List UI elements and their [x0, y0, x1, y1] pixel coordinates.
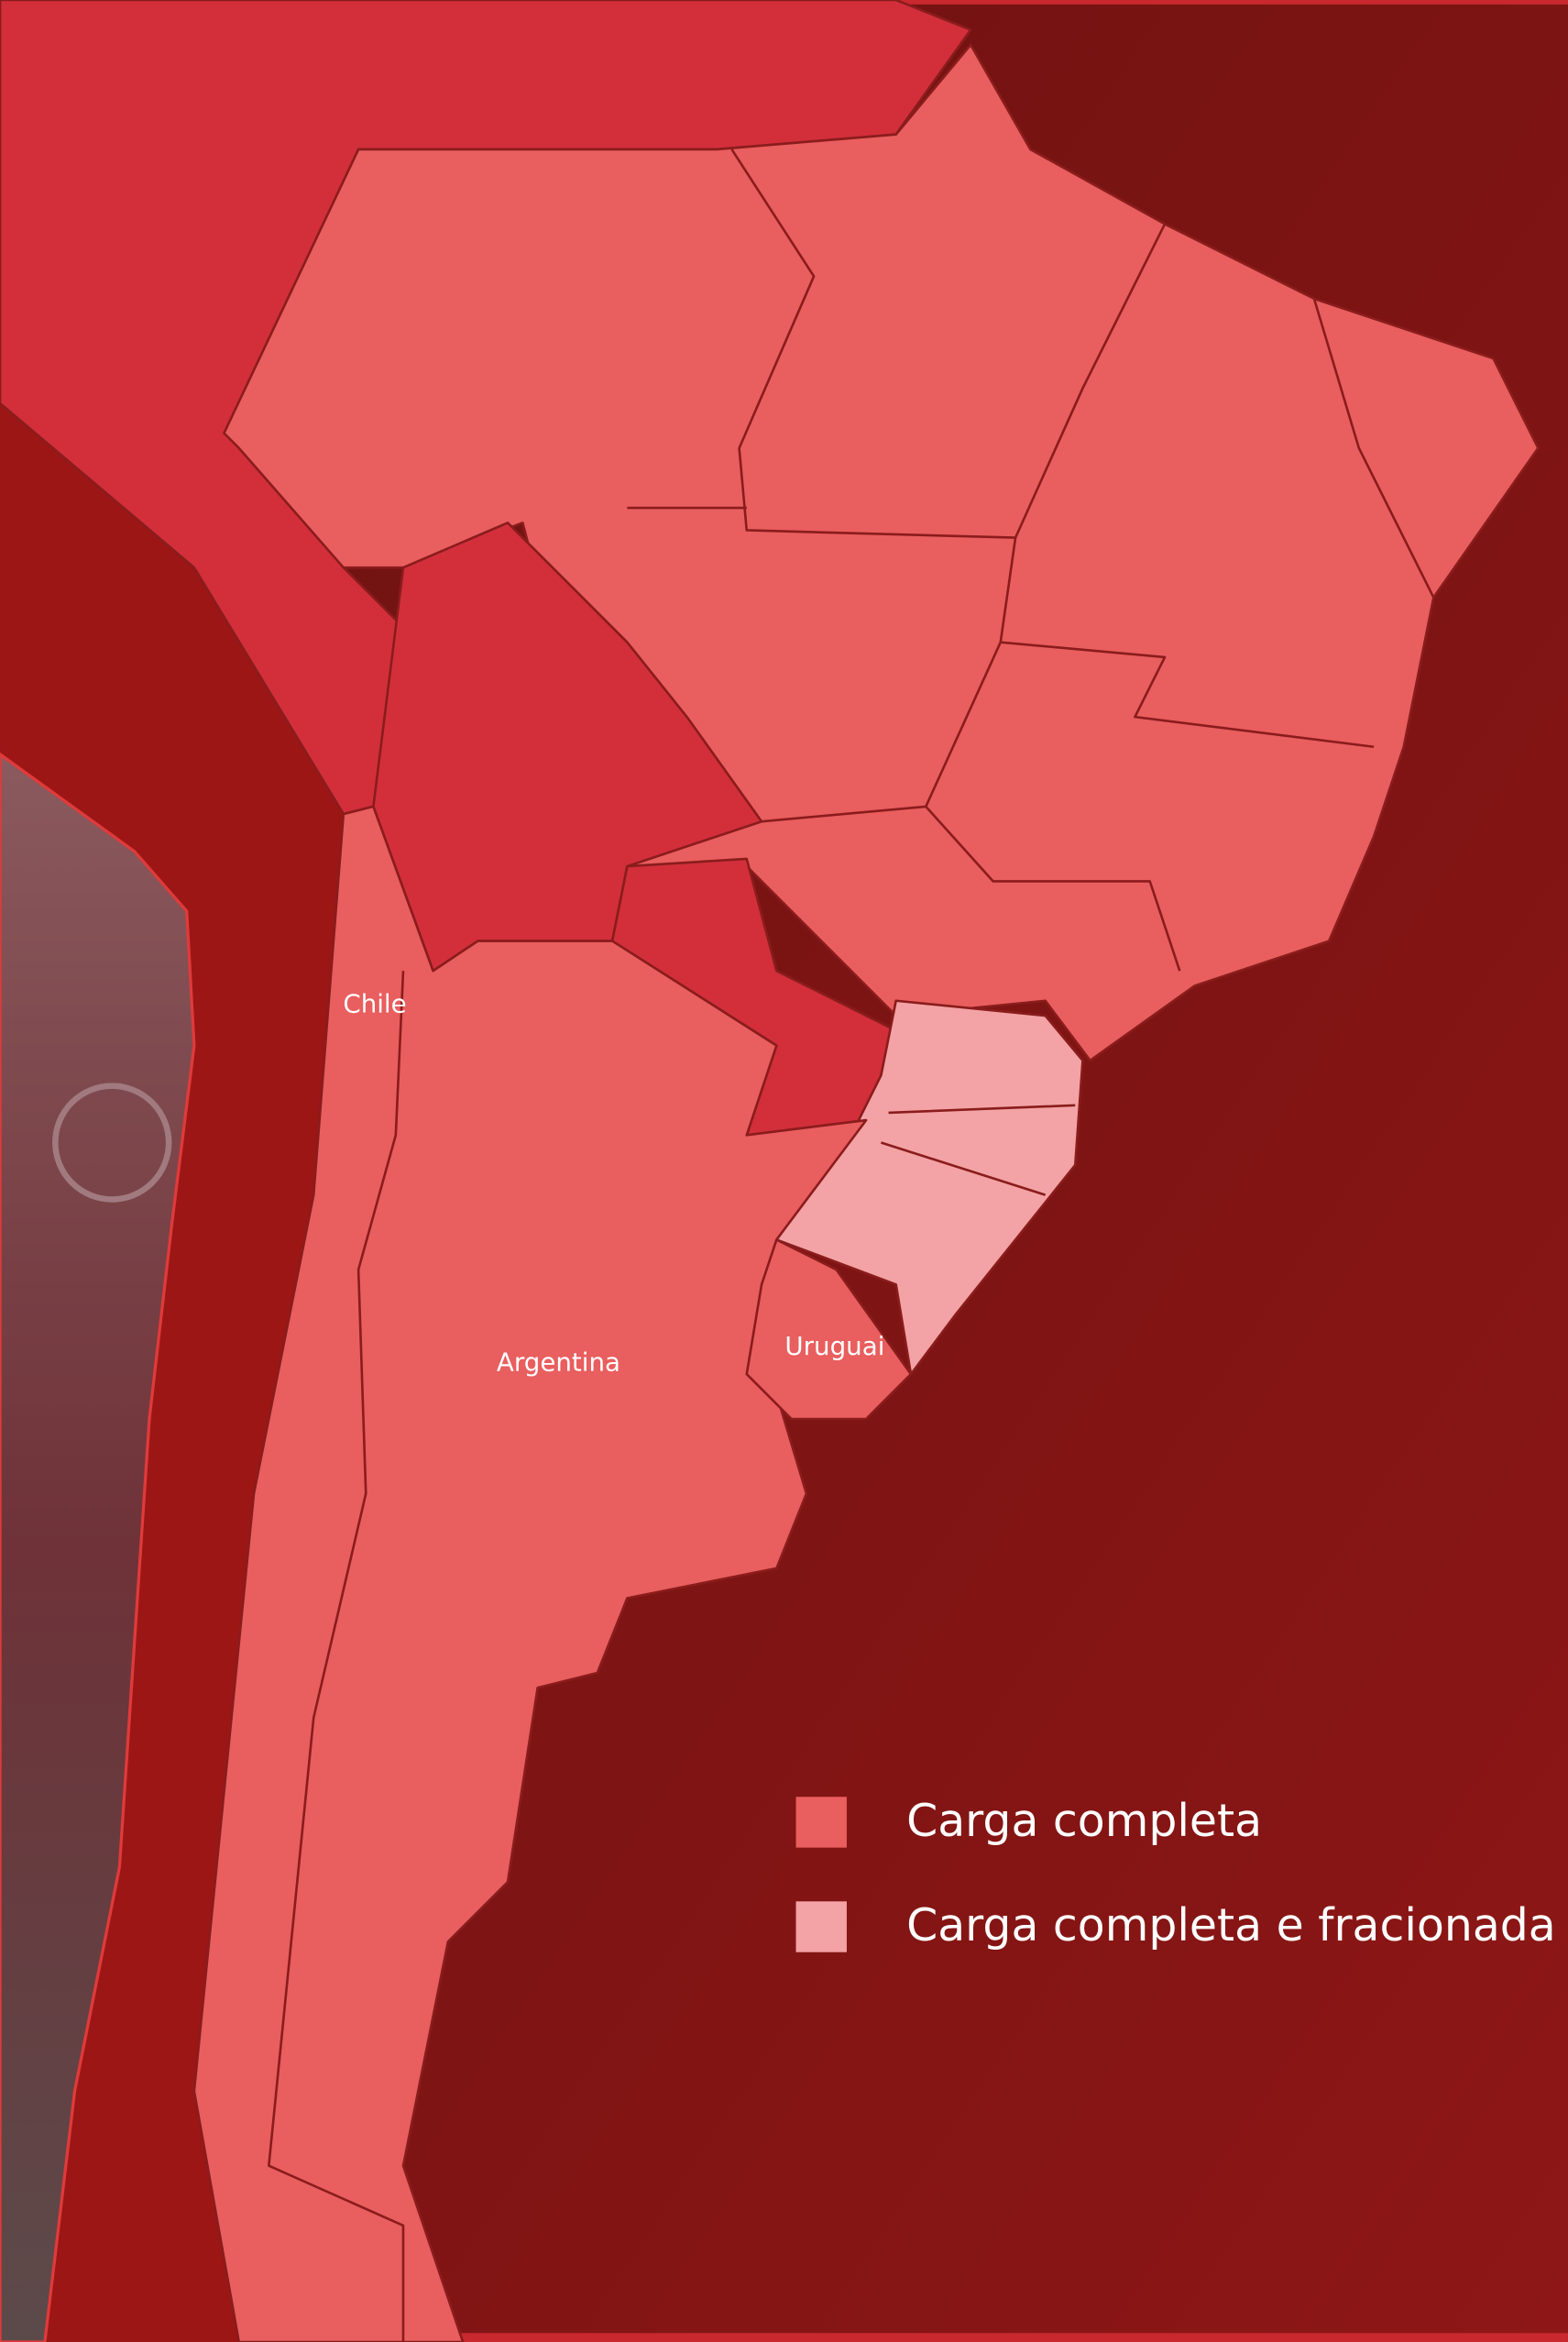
legend-swatch [795, 1797, 847, 1848]
argentina-chile [192, 805, 868, 2342]
map-label: Uruguai [784, 1331, 884, 1361]
uruguay [745, 1238, 913, 1421]
logo [52, 1083, 172, 1203]
legend-label: Carga completa e fracionada [906, 1899, 1556, 1952]
map-label: Argentina [497, 1347, 620, 1378]
legend-swatch [795, 1901, 847, 1952]
truck-photo [0, 752, 196, 2342]
brazil [223, 43, 1540, 1062]
bottom-border [0, 2333, 1568, 2342]
state-borders [627, 148, 1435, 972]
legend-label: Carga completa [906, 1795, 1262, 1847]
south-borders [881, 1104, 1076, 1196]
chile-border [268, 971, 405, 2342]
map-label: Chile [343, 989, 406, 1019]
